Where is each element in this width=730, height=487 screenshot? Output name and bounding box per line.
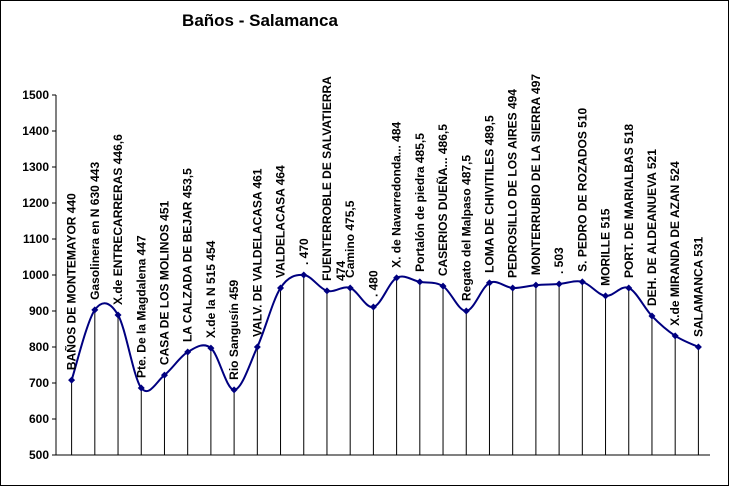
point-label: DEH. DE ALDEANUEVA 521 bbox=[645, 149, 659, 306]
point-label: LA CALZADA DE BEJAR 453,5 bbox=[181, 168, 195, 342]
point-label: S. PEDRO DE ROZADOS 510 bbox=[575, 107, 589, 271]
point-label: Gasolinera en N 630 443 bbox=[88, 162, 102, 300]
point bbox=[439, 282, 447, 290]
y-tick-label: 1400 bbox=[22, 124, 49, 138]
point bbox=[114, 311, 122, 319]
y-tick-label: 1300 bbox=[22, 160, 49, 174]
point bbox=[532, 281, 540, 289]
y-tick-label: 1000 bbox=[22, 268, 49, 282]
y-tick-label: 500 bbox=[29, 448, 49, 462]
point-label: . 470 bbox=[297, 238, 311, 265]
point bbox=[230, 386, 238, 394]
y-tick-label: 1500 bbox=[22, 88, 49, 102]
point bbox=[671, 332, 679, 340]
point-label: . 503 bbox=[552, 247, 566, 274]
point-label: Regato del Malpaso 487,5 bbox=[459, 155, 473, 301]
point-label: BAÑOS DE MONTEMAYOR 440 bbox=[64, 193, 79, 370]
point bbox=[207, 344, 215, 352]
point bbox=[393, 274, 401, 282]
point bbox=[509, 284, 517, 292]
point-label: MONTERRUBIO DE LA SIERRA 497 bbox=[529, 74, 543, 275]
y-tick-label: 600 bbox=[29, 412, 49, 426]
point bbox=[485, 279, 493, 287]
point bbox=[648, 312, 656, 320]
y-tick-label: 700 bbox=[29, 376, 49, 390]
point bbox=[277, 284, 285, 292]
point-label: X.de ENTRECARRERAS 446,6 bbox=[111, 134, 125, 305]
profile-line bbox=[70, 273, 699, 393]
point bbox=[694, 343, 702, 351]
point bbox=[184, 348, 192, 356]
point bbox=[369, 303, 377, 311]
point-label: X.de MIRANDA DE AZAN 524 bbox=[668, 161, 682, 326]
point bbox=[137, 384, 145, 392]
point bbox=[68, 376, 76, 384]
point-label: FUENTERROBLE DE SALVATIERRA474 bbox=[320, 76, 348, 281]
point bbox=[346, 284, 354, 292]
y-tick-label: 1100 bbox=[23, 232, 49, 246]
y-tick-label: 800 bbox=[29, 340, 49, 354]
point-label: SALAMANCA 531 bbox=[691, 236, 705, 337]
y-tick-label: 900 bbox=[29, 304, 49, 318]
point-label: CASA DE LOS MOLINOS 451 bbox=[157, 201, 171, 366]
point-label: VALV. DE VALDELACASA 461 bbox=[250, 168, 264, 337]
point-label: LOMA DE CHIVITILES 489,5 bbox=[482, 115, 496, 273]
point bbox=[578, 278, 586, 286]
y-tick-label: 1200 bbox=[22, 196, 49, 210]
point bbox=[555, 280, 563, 288]
point bbox=[602, 292, 610, 300]
point bbox=[91, 306, 99, 314]
point-label: PEDROSILLO DE LOS AIRES 494 bbox=[506, 89, 520, 278]
point-label: Rio Sangusín 459 bbox=[227, 279, 241, 379]
point-label: MORILLE 515 bbox=[599, 208, 613, 286]
point-label: . 480 bbox=[366, 270, 380, 297]
point-label: PORT. DE MARIALBAS 518 bbox=[622, 124, 636, 278]
point bbox=[160, 371, 168, 379]
point-label: VALDELACASA 464 bbox=[274, 165, 288, 278]
point-label: Pte. De la Magdalena 447 bbox=[134, 235, 148, 378]
point-label: X.de la N 515 454 bbox=[204, 240, 218, 338]
point bbox=[416, 278, 424, 286]
point-label: Portalón de piedra 485,5 bbox=[413, 133, 427, 272]
point bbox=[462, 307, 470, 315]
point-label: Camino 475,5 bbox=[343, 200, 357, 278]
point-label: CASERIOS DUEÑA... 486,5 bbox=[435, 124, 450, 276]
point bbox=[253, 343, 261, 351]
chart-title: Baños - Salamanca bbox=[182, 11, 338, 30]
point bbox=[625, 284, 633, 292]
point-label: X. de Navarredonda... 484 bbox=[390, 121, 404, 267]
point bbox=[300, 271, 308, 279]
point bbox=[323, 287, 331, 295]
